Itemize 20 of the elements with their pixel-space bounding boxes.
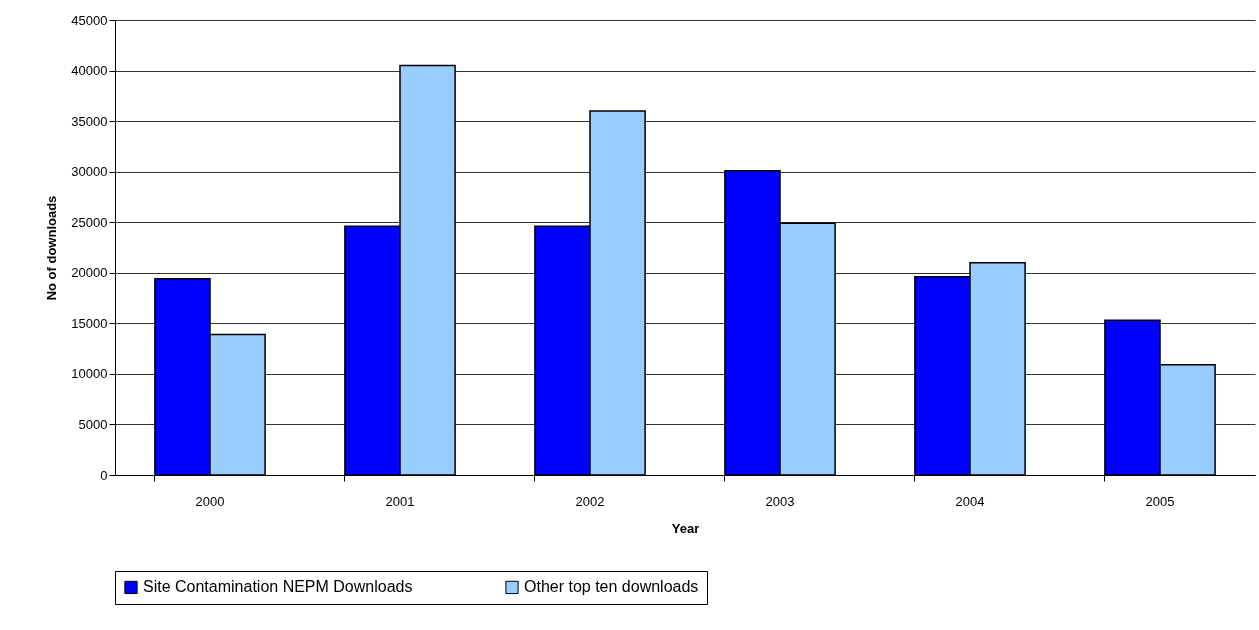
x-tick-label: 2002 — [575, 493, 605, 509]
x-tick-label: 2004 — [955, 493, 985, 509]
y-tick-label: 25000 — [71, 214, 108, 230]
y-tick-label: 30000 — [71, 164, 108, 180]
x-tick-label: 2005 — [1145, 493, 1175, 509]
y-tick-label: 40000 — [71, 63, 108, 79]
y-tick-label: 35000 — [71, 113, 108, 129]
x-tick-label: 2001 — [385, 493, 415, 509]
y-tick-label: 0 — [100, 467, 108, 483]
x-axis-title: Year — [671, 520, 700, 536]
y-axis-title: No of downloads — [44, 195, 60, 301]
legend-label: Site Contamination NEPM Downloads — [143, 578, 413, 596]
x-tick-label: 2000 — [195, 493, 225, 509]
y-tick-label: 20000 — [71, 265, 108, 281]
y-tick-label: 45000 — [71, 12, 108, 28]
y-tick-label: 5000 — [78, 416, 108, 432]
legend-label: Other top ten downloads — [524, 578, 699, 596]
y-tick-label: 10000 — [71, 366, 108, 382]
y-tick-label: 15000 — [71, 315, 108, 331]
x-tick-label: 2003 — [765, 493, 795, 509]
